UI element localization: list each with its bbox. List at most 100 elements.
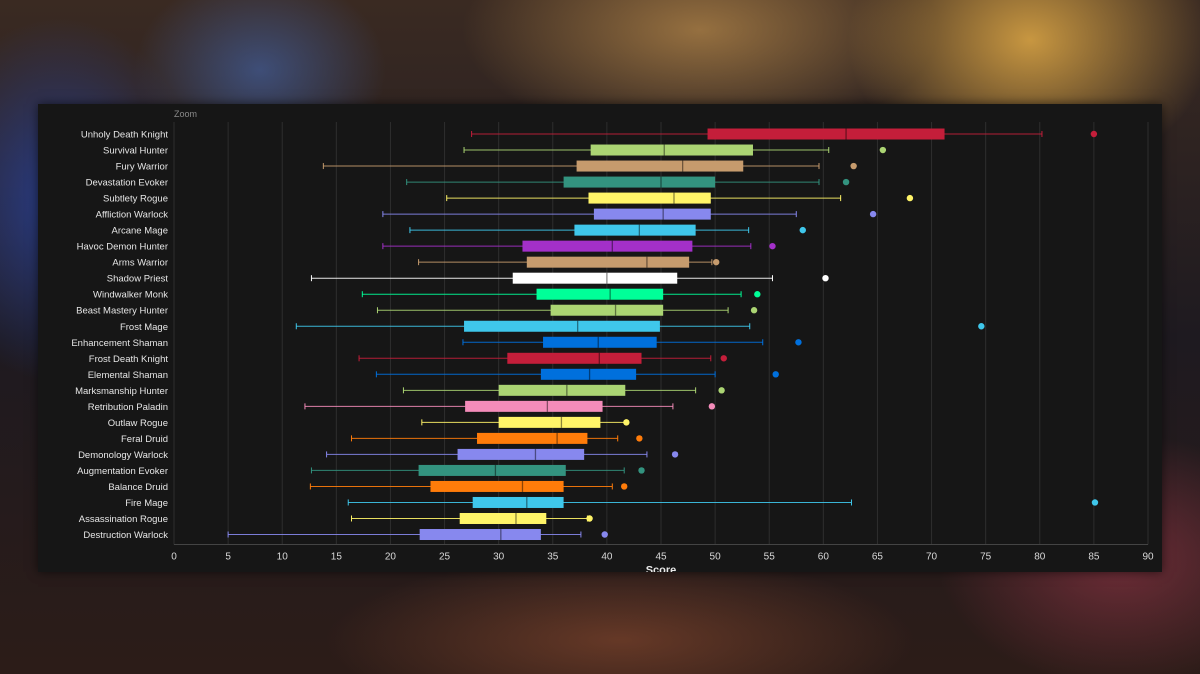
y-category-label: Elemental Shaman bbox=[88, 370, 168, 381]
x-axis-title: Score bbox=[646, 565, 677, 572]
outlier-point bbox=[638, 467, 645, 474]
box bbox=[576, 160, 744, 172]
box bbox=[590, 144, 753, 156]
y-category-label: Fury Warrior bbox=[116, 162, 168, 173]
y-category-label: Enhancement Shaman bbox=[71, 338, 168, 349]
box bbox=[459, 512, 547, 524]
outlier-point bbox=[1091, 499, 1099, 506]
y-category-label: Destruction Warlock bbox=[83, 530, 168, 541]
box bbox=[574, 224, 696, 236]
box bbox=[457, 448, 585, 460]
box bbox=[477, 432, 588, 444]
x-tick-label: 55 bbox=[764, 552, 776, 563]
chart-panel: Zoom 0 5 10 15 20 25 30 35 40 45 50 55 60 65 70 75 80 85 9… bbox=[38, 104, 1162, 572]
y-category-label: Arms Warrior bbox=[112, 258, 168, 269]
x-tick-label: 85 bbox=[1088, 552, 1100, 563]
x-tick-label: 25 bbox=[439, 552, 451, 563]
y-category-label: Assassination Rogue bbox=[79, 514, 168, 525]
y-category-label: Frost Death Knight bbox=[89, 354, 169, 365]
box bbox=[464, 320, 660, 332]
box bbox=[498, 416, 601, 428]
y-category-label: Survival Hunter bbox=[103, 146, 168, 157]
outlier-point bbox=[754, 291, 761, 298]
box bbox=[472, 496, 564, 508]
box bbox=[536, 288, 664, 300]
outlier-point bbox=[822, 274, 829, 282]
x-tick-label: 75 bbox=[980, 552, 992, 563]
x-tick-label: 60 bbox=[818, 552, 830, 563]
box bbox=[418, 464, 566, 476]
y-category-label: Shadow Priest bbox=[107, 274, 169, 285]
outlier-point bbox=[879, 146, 887, 154]
y-category-label: Havoc Demon Hunter bbox=[77, 242, 168, 253]
box bbox=[588, 192, 711, 204]
y-category-label: Feral Druid bbox=[121, 434, 168, 445]
box bbox=[465, 400, 603, 412]
y-category-label: Frost Mage bbox=[120, 322, 168, 333]
outlier-point bbox=[1090, 130, 1098, 138]
y-category-label: Demonology Warlock bbox=[78, 450, 168, 461]
outlier-point bbox=[850, 162, 857, 170]
outlier-point bbox=[906, 194, 914, 202]
x-tick-label: 5 bbox=[225, 552, 231, 563]
outlier-point bbox=[712, 258, 720, 266]
box bbox=[419, 529, 541, 541]
x-tick-label: 80 bbox=[1034, 552, 1046, 563]
x-tick-label: 90 bbox=[1142, 552, 1154, 563]
box bbox=[498, 384, 626, 396]
outlier-point bbox=[636, 435, 643, 442]
outlier-point bbox=[750, 307, 758, 314]
outlier-point bbox=[708, 403, 716, 410]
outlier-point bbox=[772, 371, 779, 378]
x-tick-label: 30 bbox=[493, 552, 505, 563]
outlier-point bbox=[601, 531, 608, 538]
zoom-label[interactable]: Zoom bbox=[174, 109, 198, 119]
box bbox=[540, 368, 637, 380]
outlier-point bbox=[671, 451, 679, 458]
box bbox=[430, 480, 564, 492]
y-category-label: Retribution Paladin bbox=[88, 402, 168, 413]
y-category-label: Fire Mage bbox=[125, 498, 168, 509]
y-category-label: Outlaw Rogue bbox=[108, 418, 168, 429]
x-tick-label: 15 bbox=[331, 552, 343, 563]
box bbox=[550, 304, 664, 316]
x-tick-label: 20 bbox=[385, 552, 397, 563]
x-tick-label: 50 bbox=[710, 552, 722, 563]
box bbox=[543, 336, 657, 348]
box bbox=[563, 176, 716, 188]
y-category-label: Beast Mastery Hunter bbox=[76, 306, 168, 317]
box bbox=[707, 128, 945, 140]
y-category-label: Augmentation Evoker bbox=[77, 466, 168, 477]
y-category-label: Windwalker Monk bbox=[93, 290, 168, 301]
boxplot-chart: 0 5 10 15 20 25 30 35 40 45 50 55 60 65 70 75 80 85 90 Scor… bbox=[71, 122, 1154, 572]
outlier-point bbox=[720, 355, 727, 362]
x-tick-label: 0 bbox=[171, 552, 177, 563]
x-tick-label: 10 bbox=[277, 552, 289, 563]
outlier-point bbox=[978, 323, 985, 330]
x-tick-label: 35 bbox=[547, 552, 559, 563]
outlier-point bbox=[586, 515, 593, 522]
outlier-point bbox=[799, 226, 806, 234]
box bbox=[507, 352, 642, 364]
x-tick-label: 70 bbox=[926, 552, 938, 563]
outlier-point bbox=[718, 387, 725, 394]
outlier-point bbox=[621, 483, 628, 490]
y-category-label: Unholy Death Knight bbox=[81, 130, 168, 141]
x-tick-label: 65 bbox=[872, 552, 884, 563]
outlier-point bbox=[842, 178, 850, 186]
box bbox=[526, 256, 690, 268]
outlier-point bbox=[623, 419, 630, 426]
y-category-label: Affliction Warlock bbox=[96, 210, 169, 221]
y-category-label: Arcane Mage bbox=[111, 226, 168, 237]
box bbox=[512, 272, 678, 284]
outlier-point bbox=[869, 210, 877, 218]
box bbox=[593, 208, 711, 220]
x-tick-label: 45 bbox=[655, 552, 667, 563]
y-category-label: Balance Druid bbox=[108, 482, 168, 493]
y-category-label: Subtlety Rogue bbox=[103, 194, 168, 205]
outlier-point bbox=[795, 339, 802, 346]
x-tick-label: 40 bbox=[601, 552, 613, 563]
box bbox=[522, 240, 693, 252]
outlier-point bbox=[769, 242, 776, 250]
y-category-label: Devastation Evoker bbox=[86, 178, 168, 189]
